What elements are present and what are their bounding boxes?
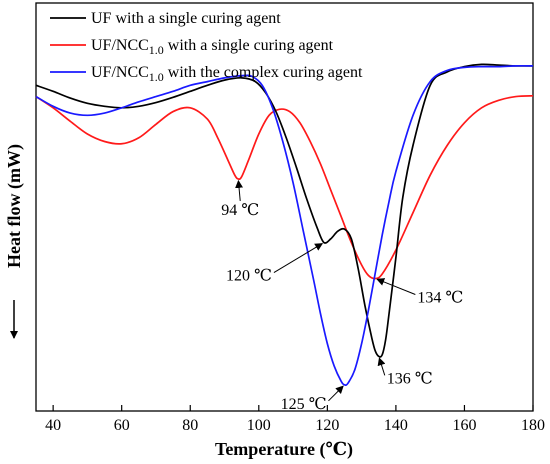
x-axis-title: Temperature (℃) [215, 439, 353, 460]
x-tick-label: 80 [182, 417, 198, 434]
x-tick-label: 100 [247, 417, 271, 434]
x-axis-ticks: 40 60 80 100 120 140 160 180 [45, 405, 545, 434]
y-axis-title: Heat flow (mW) [4, 144, 25, 268]
x-tick-label: 180 [521, 417, 545, 434]
annotation-label: 120 ℃ [226, 268, 272, 285]
y-axis-title-group: Heat flow (mW) [4, 144, 25, 268]
series-line-1 [35, 63, 534, 358]
series-line-3 [35, 64, 534, 386]
annotation-arrow [376, 278, 416, 295]
annotation-layer: 94 ℃ 120 ℃ 125 ℃ 134 ℃ 136 ℃ [221, 179, 463, 413]
legend: UF with a single curing agent UF/NCC1.0 w… [50, 10, 363, 84]
annotation-arrow [328, 385, 344, 402]
x-tick-label: 140 [384, 417, 408, 434]
legend-label: UF/NCC1.0 with the complex curing agent [91, 64, 363, 84]
annotation-label: 125 ℃ [281, 396, 327, 413]
x-tick-label: 60 [114, 417, 130, 434]
series-line-2 [35, 94, 534, 280]
annotation-label: 134 ℃ [417, 289, 463, 306]
x-tick-label: 120 [315, 417, 339, 434]
annotation-arrow [377, 357, 386, 376]
annotation-arrow [235, 179, 244, 201]
annotation-label: 94 ℃ [221, 202, 259, 219]
plot-frame [35, 2, 534, 412]
annotation-arrow [273, 243, 324, 273]
annotation-label: 136 ℃ [387, 370, 433, 387]
legend-label: UF/NCC1.0 with a single curing agent [91, 37, 334, 57]
series-layer [35, 63, 534, 386]
x-tick-label: 160 [452, 417, 476, 434]
legend-label: UF with a single curing agent [91, 10, 281, 27]
x-tick-label: 40 [45, 417, 61, 434]
